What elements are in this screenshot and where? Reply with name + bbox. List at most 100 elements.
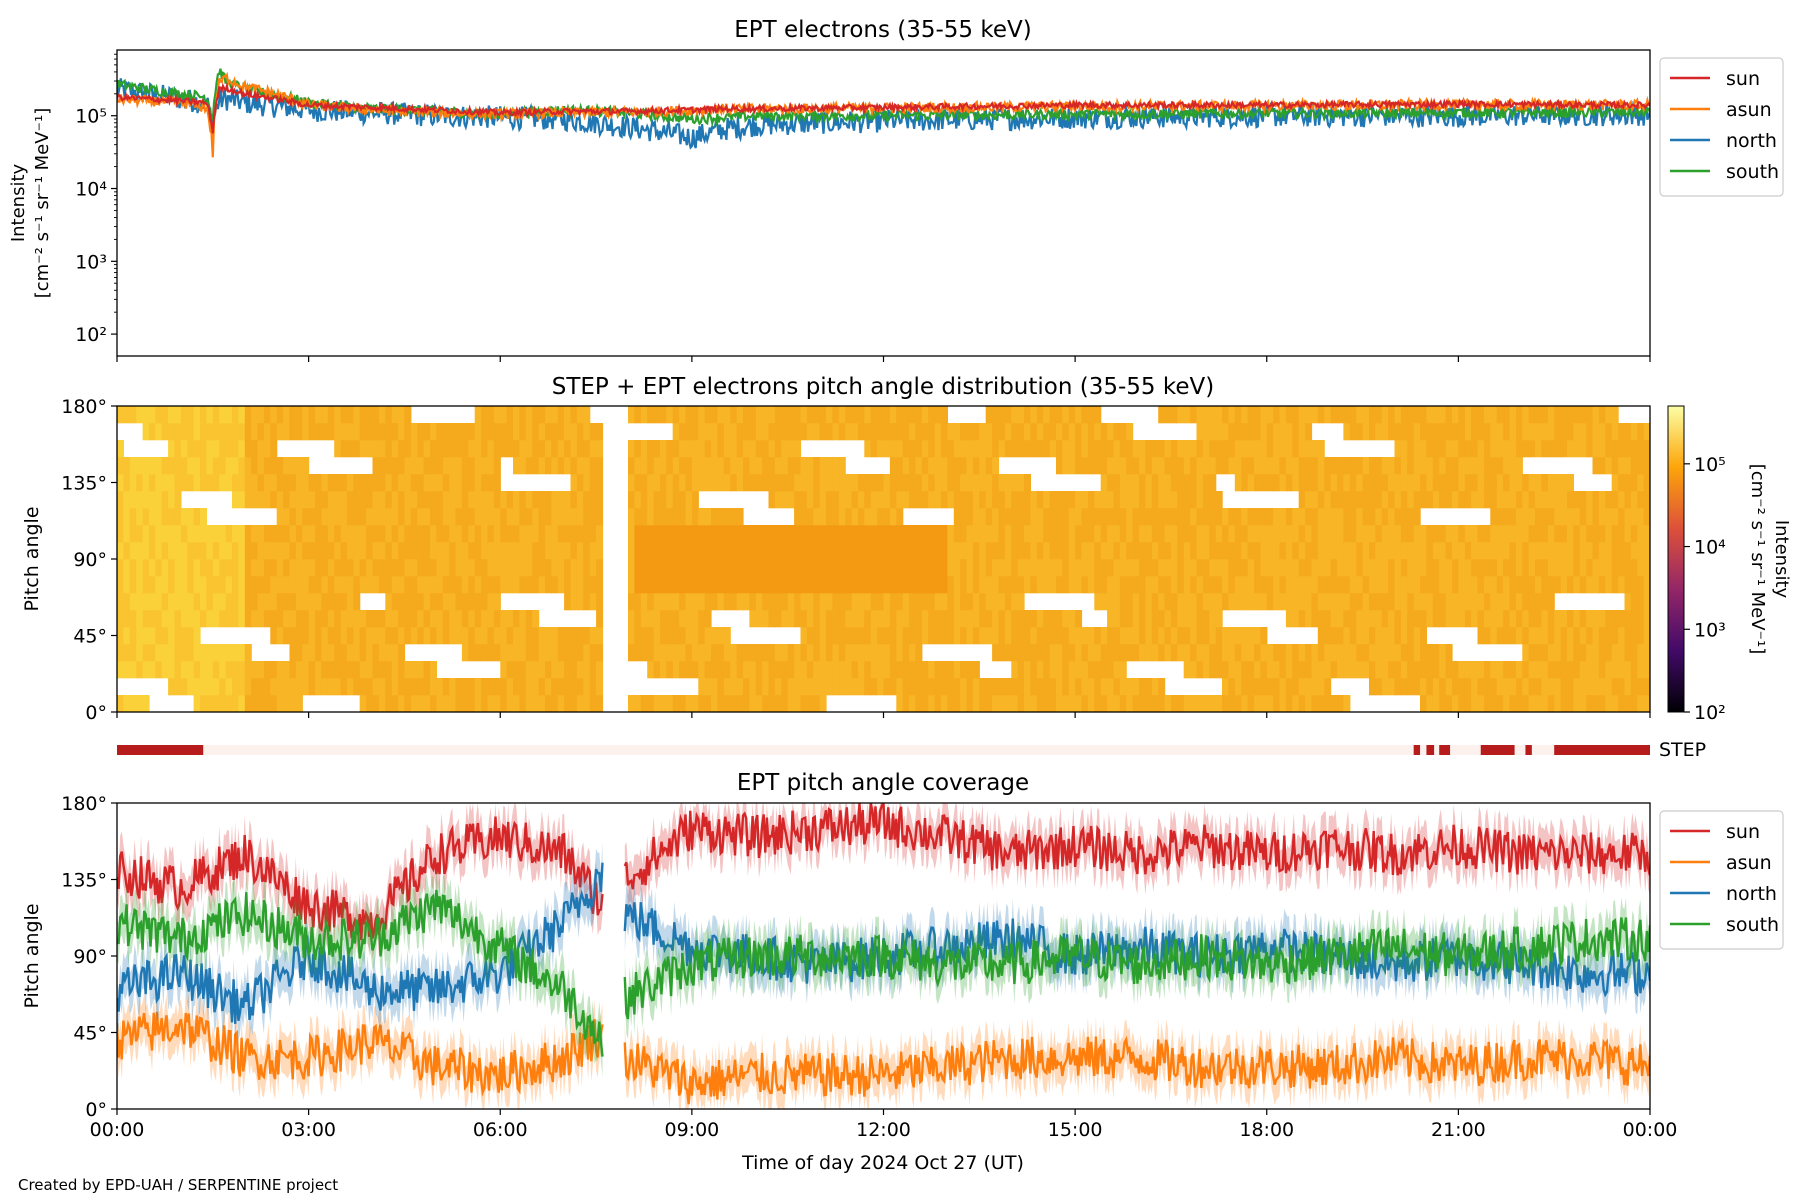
heatmap-cell	[902, 457, 910, 475]
heatmap-cell	[1196, 406, 1204, 424]
heatmap-cell	[1266, 508, 1274, 526]
heatmap-cell	[359, 559, 367, 577]
heatmap-cell	[385, 508, 393, 526]
heatmap-cell	[1362, 559, 1370, 577]
heatmap-cell	[1158, 508, 1166, 526]
heatmap-cell	[430, 678, 437, 696]
heatmap-cell	[717, 406, 725, 424]
heatmap-cell	[334, 576, 342, 594]
colorbar-label-line2: [cm⁻² s⁻¹ sr⁻¹ MeV⁻¹]	[1747, 464, 1768, 655]
heatmap-cell	[1369, 627, 1376, 645]
heatmap-cell	[1522, 440, 1530, 458]
heatmap-cell	[762, 457, 770, 475]
heatmap-cell	[372, 508, 380, 526]
heatmap-cell	[1100, 644, 1108, 662]
heatmap-cell	[1356, 644, 1364, 662]
heatmap-cell	[666, 508, 674, 526]
heatmap-cell	[442, 474, 450, 492]
heatmap-cell	[263, 610, 271, 628]
heatmap-cell	[289, 423, 297, 441]
heatmap-cell	[1630, 508, 1638, 526]
heatmap-cell	[1496, 406, 1504, 424]
heatmap-cell	[1643, 542, 1650, 560]
heatmap-cell	[1075, 627, 1083, 645]
heatmap-cell	[1439, 644, 1447, 662]
heatmap-cell	[481, 440, 489, 458]
heatmap-cell	[123, 406, 131, 424]
heatmap-cell	[404, 525, 412, 543]
heatmap-cell	[1432, 661, 1440, 679]
heatmap-cell	[391, 406, 399, 424]
heatmap-cell	[1605, 661, 1613, 679]
heatmap-cell	[1228, 423, 1236, 441]
heatmap-cell	[461, 423, 469, 441]
xtick-label: 00:00	[90, 1119, 145, 1141]
heatmap-cell	[1324, 559, 1332, 577]
heatmap-cell	[1362, 661, 1370, 679]
heatmap-cell	[232, 406, 239, 424]
heatmap-cell	[238, 423, 246, 441]
heatmap-cell	[545, 661, 552, 679]
heatmap-cell	[870, 542, 878, 560]
heatmap-cell	[813, 406, 821, 424]
heatmap-cell	[768, 457, 776, 475]
heatmap-cell	[717, 593, 725, 611]
heatmap-cell	[1445, 695, 1453, 712]
heatmap-cell	[1445, 678, 1453, 696]
heatmap-cell	[1234, 593, 1242, 611]
heatmap-cell	[225, 542, 233, 560]
heatmap-cell	[1515, 457, 1523, 475]
heatmap-cell	[1630, 661, 1638, 679]
heatmap-cell	[1317, 440, 1325, 458]
heatmap-cell	[1107, 559, 1115, 577]
heatmap-cell	[1298, 559, 1306, 577]
heatmap-cell	[257, 491, 265, 509]
heatmap-cell	[755, 678, 763, 696]
heatmap-cell	[155, 610, 163, 628]
heatmap-cell	[679, 508, 687, 526]
heatmap-cell	[813, 542, 821, 560]
heatmap-cell	[449, 457, 457, 475]
heatmap-cell	[1413, 457, 1421, 475]
heatmap-cell	[263, 559, 271, 577]
heatmap-cell	[1292, 423, 1300, 441]
heatmap-cell	[774, 474, 782, 492]
heatmap-cell	[1579, 627, 1587, 645]
heatmap-cell	[1311, 525, 1319, 543]
heatmap-cell	[755, 610, 763, 628]
heatmap-cell	[1611, 661, 1619, 679]
heatmap-cell	[232, 593, 239, 611]
heatmap-cell	[1202, 610, 1210, 628]
heatmap-cell	[474, 593, 482, 611]
xtick-label: 15:00	[1048, 1119, 1103, 1141]
heatmap-cell	[806, 457, 814, 475]
heatmap-cell	[832, 627, 840, 645]
heatmap-cell	[136, 576, 144, 594]
heatmap-cell	[947, 576, 955, 594]
heatmap-cell	[583, 593, 591, 611]
heatmap-cell	[257, 593, 265, 611]
heatmap-cell	[385, 678, 393, 696]
heatmap-cell	[749, 610, 757, 628]
heatmap-cell	[359, 542, 367, 560]
heatmap-cell	[1183, 525, 1191, 543]
heatmap-cell	[966, 661, 974, 679]
heatmap-cell	[672, 695, 680, 712]
heatmap-cell	[430, 508, 437, 526]
heatmap-cell	[283, 457, 291, 475]
heatmap-cell	[142, 508, 150, 526]
heatmap-cell	[743, 440, 750, 458]
heatmap-cell	[148, 661, 156, 679]
heatmap-cell	[800, 525, 808, 543]
step-active-segment	[1426, 745, 1435, 755]
heatmap-cell	[200, 440, 207, 458]
heatmap-cell	[334, 406, 342, 424]
heatmap-cell	[1241, 423, 1249, 441]
heatmap-cell	[902, 661, 910, 679]
heatmap-cell	[921, 559, 929, 577]
heatmap-cell	[883, 474, 891, 492]
heatmap-cell	[1049, 423, 1057, 441]
heatmap-cell	[1266, 559, 1274, 577]
heatmap-cell	[1279, 559, 1287, 577]
heatmap-cell	[1094, 576, 1102, 594]
